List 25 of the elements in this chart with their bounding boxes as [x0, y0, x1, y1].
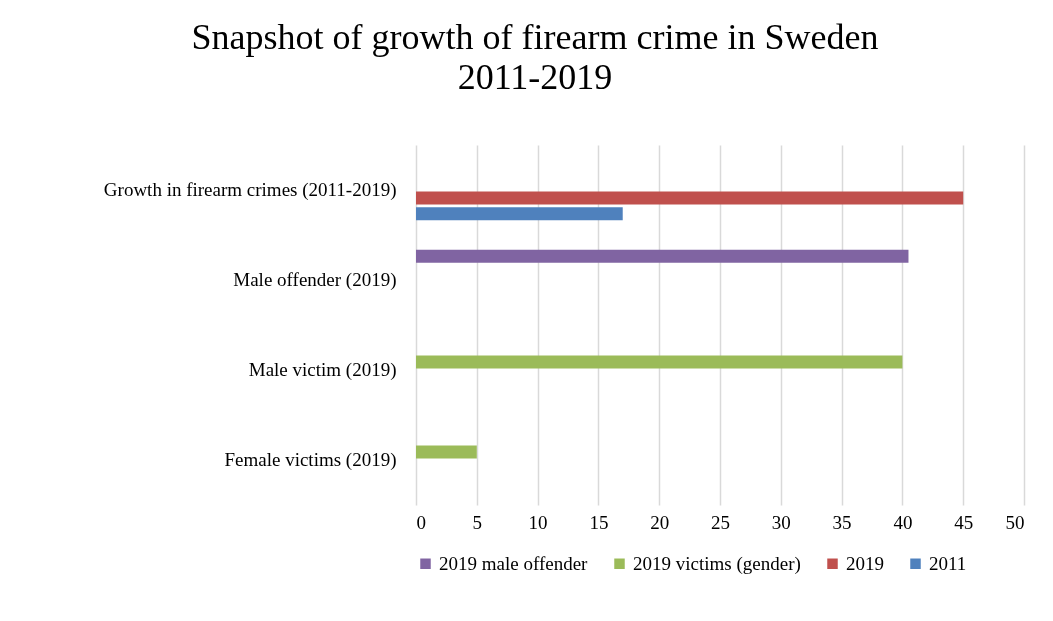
bar: [416, 191, 964, 205]
bar: [416, 355, 903, 369]
y-tick-label: Female victims (2019): [224, 449, 397, 471]
legend-label: 2019: [846, 552, 884, 574]
bar: [416, 445, 477, 459]
x-tick-label: 30: [771, 511, 791, 533]
x-tick-label: 10: [528, 511, 548, 533]
y-tick-label: Male victim (2019): [248, 359, 397, 381]
x-tick-label: 0: [416, 511, 426, 533]
bar: [416, 249, 909, 263]
x-tick-label: 45: [954, 511, 974, 533]
legend-label: 2011: [929, 552, 967, 574]
legend-label: 2019 male offender: [439, 552, 589, 574]
y-tick-label: Male offender (2019): [233, 269, 397, 291]
x-tick-label: 20: [650, 511, 670, 533]
x-tick-label: 35: [832, 511, 852, 533]
bar: [416, 207, 623, 221]
y-tick-label: Growth in firearm crimes (2011-2019): [103, 179, 397, 201]
legend-label: 2019 victims (gender): [633, 552, 801, 575]
chart-title: Snapshot of growth of firearm crime in Sweden 2011-2019: [191, 17, 879, 97]
x-tick-label: 50: [1005, 511, 1025, 533]
x-tick-label: 15: [589, 511, 609, 533]
x-tick-label: 40: [893, 511, 913, 533]
x-tick-label: 25: [711, 511, 730, 533]
x-tick-label: 5: [472, 511, 483, 533]
